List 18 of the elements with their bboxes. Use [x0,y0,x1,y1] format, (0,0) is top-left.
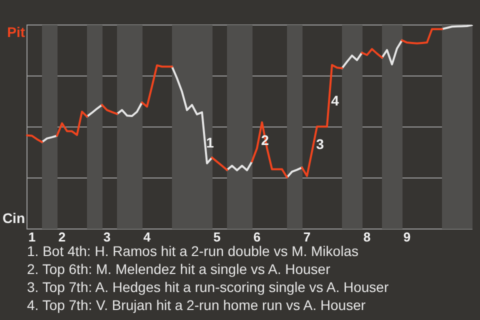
x-tick-label: 9 [403,229,411,244]
text: 2. Top 6th: M. Melendez hit a single vs A. Houser [27,260,332,278]
annotation: 1 [206,134,214,151]
x-tick-label: 5 [213,229,221,244]
text: 4. Top 7th: V. Brujan hit a 2-run home run vs A. Houser [27,296,367,314]
text: Pit [7,24,26,40]
x-tick-label: 4 [143,229,152,244]
x-tick-label: 1 [28,229,36,244]
x-tick-label: 2 [58,229,66,244]
annotation: 3 [316,136,324,152]
x-tick-label: 8 [363,229,371,244]
x-tick-label: 6 [253,229,261,244]
x-tick-label: 3 [103,229,111,244]
annotation: 4 [331,92,340,109]
text: 3. Top 7th: A. Hedges hit a run-scoring single vs A. Houser [27,278,389,296]
x-tick-label: 7 [303,229,311,244]
text: Cin [2,210,25,226]
text: 1. Bot 4th: H. Ramos hit a 2-run double vs M. Mikolas [27,243,358,259]
